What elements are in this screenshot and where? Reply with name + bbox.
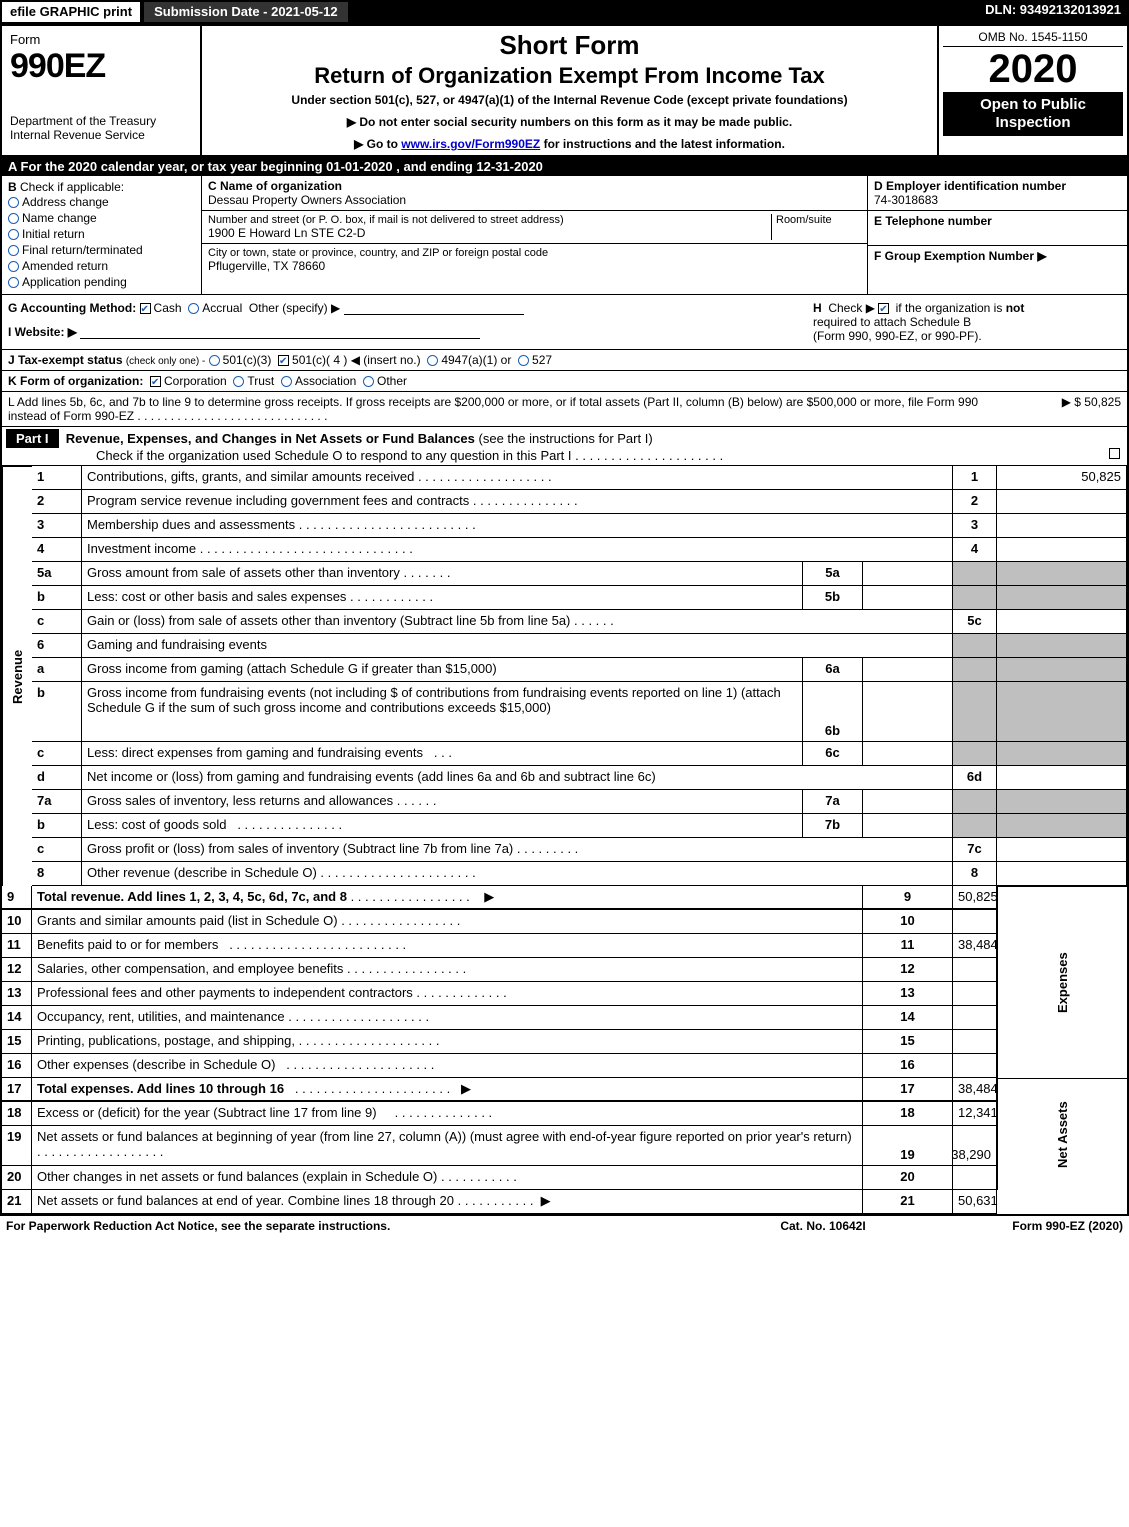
row-1-desc: Contributions, gifts, grants, and simila… (82, 466, 953, 490)
efile-print-button[interactable]: efile GRAPHIC print (0, 0, 142, 24)
form-container: Form 990EZ Department of the Treasury In… (0, 24, 1129, 1216)
short-form-title: Short Form (210, 30, 929, 61)
dln-label: DLN: 93492132013921 (977, 0, 1129, 24)
form-number: 990EZ (10, 47, 192, 86)
header-center: Short Form Return of Organization Exempt… (202, 26, 937, 155)
irs-link[interactable]: www.irs.gov/Form990EZ (401, 137, 540, 151)
under-section: Under section 501(c), 527, or 4947(a)(1)… (210, 93, 929, 107)
street-label: Number and street (or P. O. box, if mail… (208, 214, 771, 226)
line-h: H Check ▶ if the organization is not req… (807, 295, 1127, 349)
accrual-checkbox[interactable] (188, 303, 199, 314)
form-word: Form (10, 32, 192, 47)
line-g: G Accounting Method: Cash Accrual Other … (2, 295, 807, 349)
c-name-label: C Name of organization (208, 179, 342, 193)
j-501c[interactable] (278, 355, 289, 366)
part-1-table: Revenue 1Contributions, gifts, grants, a… (2, 466, 1127, 1214)
k-other[interactable] (363, 376, 374, 387)
section-b: B Check if applicable: Address change Na… (2, 176, 202, 294)
submission-date-button[interactable]: Submission Date - 2021-05-12 (142, 0, 350, 24)
ein-label: D Employer identification number (874, 179, 1066, 193)
part-1-badge: Part I (6, 429, 59, 448)
ending-net-assets-value: 50,631 (953, 1190, 997, 1214)
header-right: OMB No. 1545-1150 2020 Open to Public In… (937, 26, 1127, 155)
check-amended[interactable]: Amended return (8, 258, 195, 274)
k-corporation[interactable] (150, 376, 161, 387)
org-name: Dessau Property Owners Association (208, 193, 861, 207)
cash-checkbox[interactable] (140, 303, 151, 314)
line-a-tax-year: A For the 2020 calendar year, or tax yea… (2, 157, 1127, 176)
part-1-header: Part I Revenue, Expenses, and Changes in… (2, 427, 1127, 466)
dept-treasury: Department of the Treasury (10, 114, 192, 128)
gross-receipts-value: ▶ $ 50,825 (1001, 395, 1121, 423)
check-final-return[interactable]: Final return/terminated (8, 242, 195, 258)
city-value: Pflugerville, TX 78660 (208, 259, 861, 273)
part1-schedule-o-checkbox[interactable] (1109, 448, 1120, 459)
expenses-side-label: Expenses (997, 886, 1127, 1078)
total-expenses-value: 38,484 (953, 1078, 997, 1102)
room-suite-label: Room/suite (771, 214, 861, 240)
beginning-net-assets-value: 38,290 (953, 1126, 997, 1166)
omb-number: OMB No. 1545-1150 (943, 30, 1123, 47)
open-inspection: Open to Public Inspection (943, 92, 1123, 136)
phone-label: E Telephone number (874, 214, 992, 228)
row-1-value: 50,825 (997, 466, 1127, 490)
line-j: J Tax-exempt status (check only one) - 5… (2, 350, 1127, 371)
form-ref: Form 990-EZ (2020) (923, 1219, 1123, 1233)
paperwork-notice: For Paperwork Reduction Act Notice, see … (6, 1219, 723, 1233)
info-block: B Check if applicable: Address change Na… (2, 176, 1127, 295)
h-checkbox[interactable] (878, 303, 889, 314)
page-footer: For Paperwork Reduction Act Notice, see … (0, 1216, 1129, 1236)
line-k: K Form of organization: Corporation Trus… (2, 371, 1127, 392)
k-trust[interactable] (233, 376, 244, 387)
j-4947[interactable] (427, 355, 438, 366)
net-assets-side-label: Net Assets (997, 1078, 1127, 1190)
return-title: Return of Organization Exempt From Incom… (210, 63, 929, 89)
section-c: C Name of organization Dessau Property O… (202, 176, 867, 294)
group-exemption-label: F Group Exemption Number ▶ (874, 249, 1047, 263)
line-i-website: I Website: ▶ (8, 325, 77, 339)
dept-irs: Internal Revenue Service (10, 128, 192, 142)
benefits-value: 38,484 (953, 934, 997, 958)
line-l: L Add lines 5b, 6c, and 7b to line 9 to … (2, 392, 1127, 427)
excess-value: 12,341 (953, 1102, 997, 1126)
street-value: 1900 E Howard Ln STE C2-D (208, 226, 771, 240)
k-association[interactable] (281, 376, 292, 387)
section-def: D Employer identification number 74-3018… (867, 176, 1127, 294)
g-h-row: G Accounting Method: Cash Accrual Other … (2, 295, 1127, 350)
ssn-warning: ▶ Do not enter social security numbers o… (210, 115, 929, 129)
goto-line: ▶ Go to www.irs.gov/Form990EZ for instru… (210, 137, 929, 151)
top-bar: efile GRAPHIC print Submission Date - 20… (0, 0, 1129, 24)
form-header: Form 990EZ Department of the Treasury In… (2, 26, 1127, 157)
j-527[interactable] (518, 355, 529, 366)
total-revenue-value: 50,825 (953, 886, 997, 910)
check-application-pending[interactable]: Application pending (8, 274, 195, 290)
header-left: Form 990EZ Department of the Treasury In… (2, 26, 202, 155)
ein-value: 74-3018683 (874, 193, 1121, 207)
revenue-side-label: Revenue (2, 466, 32, 886)
check-name-change[interactable]: Name change (8, 210, 195, 226)
j-501c3[interactable] (209, 355, 220, 366)
city-label: City or town, state or province, country… (208, 247, 861, 259)
cat-number: Cat. No. 10642I (723, 1219, 923, 1233)
row-1-num: 1 (32, 466, 82, 490)
check-address-change[interactable]: Address change (8, 194, 195, 210)
tax-year: 2020 (943, 47, 1123, 92)
check-initial-return[interactable]: Initial return (8, 226, 195, 242)
